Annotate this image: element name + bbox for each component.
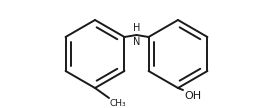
Text: OH: OH [184,91,201,101]
Text: H: H [133,23,140,33]
Text: N: N [133,37,140,47]
Text: CH₃: CH₃ [110,99,127,108]
